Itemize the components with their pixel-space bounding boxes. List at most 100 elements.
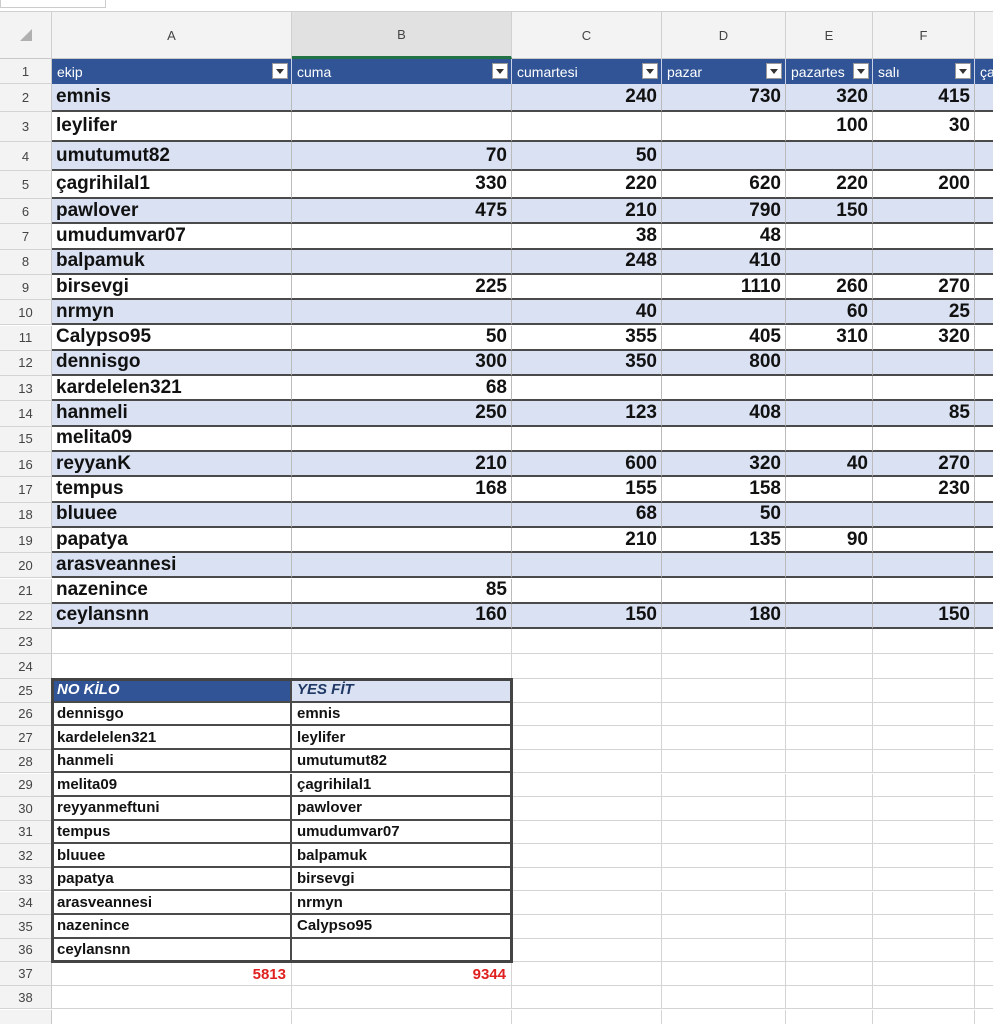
filter-button[interactable] [853,63,869,79]
row-number[interactable]: 7 [0,224,52,250]
table-cell[interactable]: 50 [662,502,786,528]
table-cell[interactable]: umudumvar07 [52,224,292,250]
table-cell[interactable]: 180 [662,603,786,630]
table-cell[interactable] [975,528,993,554]
grid-cell[interactable] [786,915,873,939]
table-cell[interactable] [292,527,512,554]
summary-cell[interactable]: kardelelen321 [52,726,292,750]
grid-cell[interactable] [662,985,786,1010]
table-cell[interactable]: 168 [292,477,512,503]
table-cell[interactable]: 210 [512,527,662,554]
table-cell[interactable]: 270 [873,452,975,478]
filter-button[interactable] [492,63,508,79]
grid-cell[interactable] [975,750,993,774]
table-cell[interactable]: kardelelen321 [52,376,292,402]
grid-cell[interactable] [975,679,993,703]
table-cell[interactable] [873,578,975,604]
table-cell[interactable] [786,477,873,503]
table-cell[interactable] [512,578,662,604]
table-cell[interactable] [662,578,786,604]
row-number[interactable] [0,1009,52,1024]
grid-cell[interactable] [512,773,662,798]
table-cell[interactable]: nazenince [52,578,292,604]
column-header[interactable]: F [873,12,975,59]
table-cell[interactable]: 270 [873,274,975,301]
grid-cell[interactable] [786,938,873,963]
summary-cell[interactable]: nrmyn [292,891,512,916]
filter-button[interactable] [272,63,288,79]
grid-cell[interactable] [873,679,975,703]
row-number[interactable]: 12 [0,350,52,377]
table-cell[interactable] [662,553,786,579]
table-cell[interactable] [786,553,873,579]
table-cell[interactable]: 220 [512,171,662,199]
table-cell[interactable]: 150 [786,199,873,225]
row-number[interactable]: 11 [0,325,52,351]
table-cell[interactable] [512,112,662,142]
table-cell[interactable]: umutumut82 [52,142,292,171]
grid-cell[interactable] [292,1009,512,1024]
table-cell[interactable] [512,376,662,402]
table-cell[interactable] [786,376,873,402]
table-cell[interactable] [662,376,786,402]
summary-cell[interactable]: ceylansnn [52,938,292,963]
grid-cell[interactable] [662,726,786,750]
grid-cell[interactable] [662,1009,786,1024]
table-cell[interactable]: 790 [662,199,786,225]
table-cell[interactable] [292,84,512,112]
column-header[interactable] [975,12,993,59]
row-number[interactable]: 15 [0,426,52,452]
table-cell[interactable] [975,350,993,377]
table-cell[interactable]: 30 [873,112,975,142]
table-cell[interactable] [975,300,993,326]
table-cell[interactable] [292,426,512,452]
row-number[interactable]: 14 [0,401,52,427]
column-header[interactable]: D [662,12,786,59]
row-number[interactable]: 23 [0,629,52,655]
table-cell[interactable] [873,142,975,171]
table-header[interactable]: pazartes [786,59,873,84]
table-cell[interactable] [786,578,873,604]
grid-cell[interactable] [512,844,662,868]
table-cell[interactable] [975,199,993,225]
table-cell[interactable]: 70 [292,142,512,171]
row-number[interactable]: 30 [0,797,52,821]
table-cell[interactable]: dennisgo [52,350,292,377]
table-cell[interactable] [292,300,512,326]
grid-cell[interactable] [786,1009,873,1024]
grid-cell[interactable] [873,867,975,892]
table-cell[interactable]: 60 [786,300,873,326]
grid-cell[interactable] [662,915,786,939]
row-number[interactable]: 27 [0,726,52,750]
table-cell[interactable]: leylifer [52,112,292,142]
summary-header[interactable]: YES FİT [292,679,512,703]
filter-button[interactable] [955,63,971,79]
summary-cell[interactable]: reyyanmeftuni [52,797,292,821]
summary-cell[interactable]: Calypso95 [292,915,512,939]
summary-cell[interactable]: birsevgi [292,867,512,892]
row-number[interactable]: 17 [0,477,52,503]
row-number[interactable]: 9 [0,274,52,301]
grid-cell[interactable] [975,654,993,680]
total-value[interactable]: 5813 [52,962,292,986]
grid-cell[interactable] [786,797,873,821]
table-header[interactable]: cuma [292,59,512,84]
table-cell[interactable] [292,112,512,142]
table-cell[interactable] [873,527,975,554]
row-number[interactable]: 29 [0,773,52,798]
grid-cell[interactable] [662,891,786,916]
table-cell[interactable]: 415 [873,84,975,112]
table-cell[interactable]: 248 [512,249,662,275]
table-cell[interactable]: 155 [512,477,662,503]
grid-cell[interactable] [786,654,873,680]
grid-cell[interactable] [975,962,993,986]
table-cell[interactable] [873,376,975,402]
summary-cell[interactable]: pawlover [292,797,512,821]
table-cell[interactable]: 240 [512,84,662,112]
row-number[interactable]: 2 [0,84,52,112]
table-cell[interactable] [975,452,993,478]
table-cell[interactable] [873,502,975,528]
table-header[interactable]: cumartesi [512,59,662,84]
grid-cell[interactable] [786,867,873,892]
table-cell[interactable] [975,579,993,604]
